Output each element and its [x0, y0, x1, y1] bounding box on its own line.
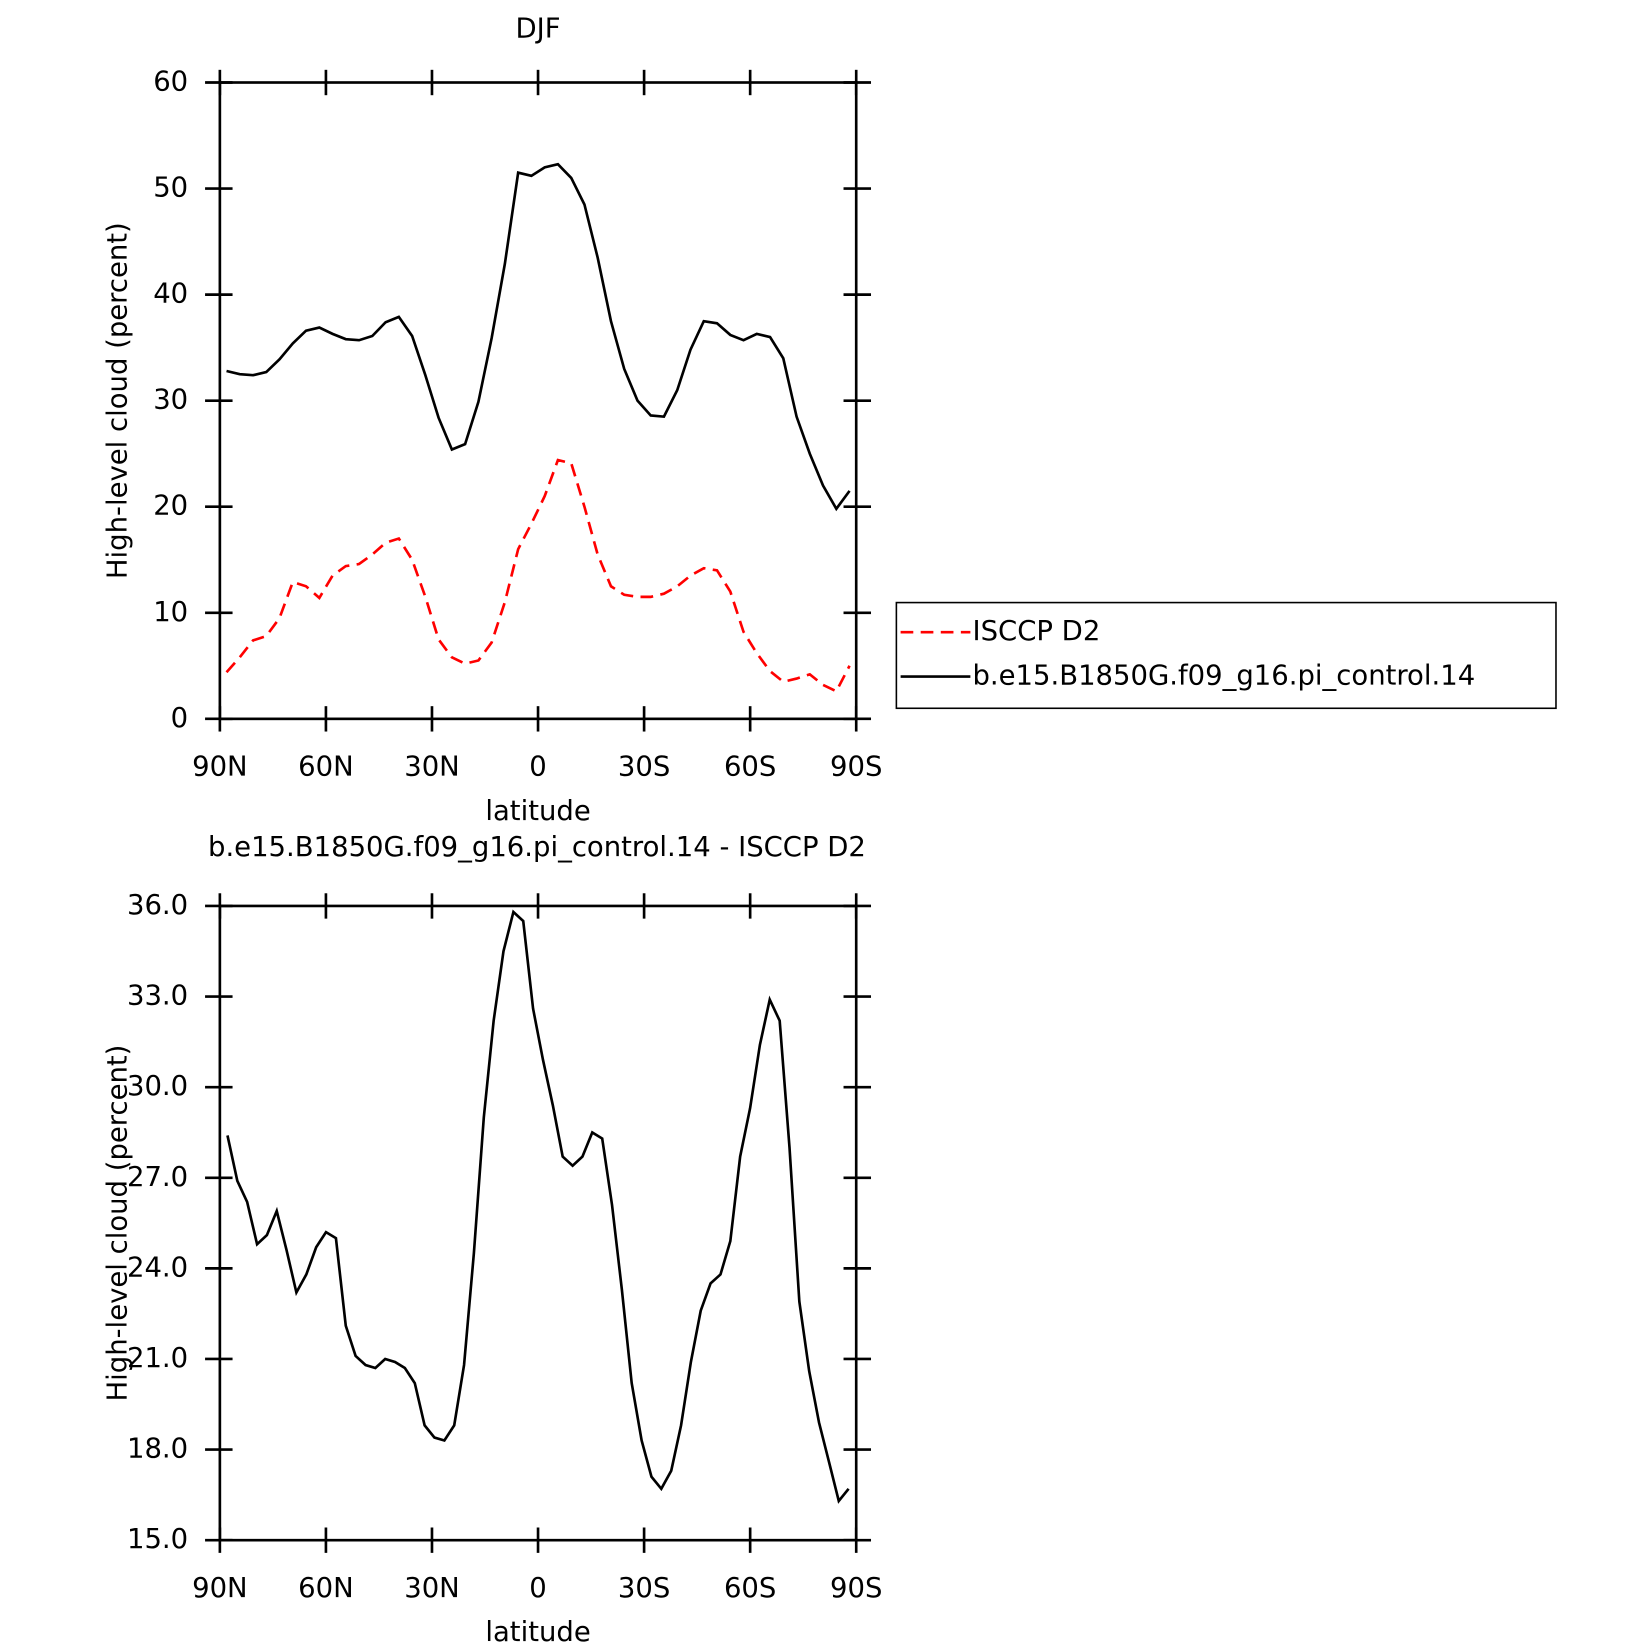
data-line	[226, 909, 850, 1504]
plot-frame	[218, 904, 858, 1542]
x-tick-label: 60S	[724, 750, 776, 782]
y-tick-label: 33.0	[127, 980, 188, 1012]
y-tick-label: 20	[153, 490, 188, 522]
y-tick-label: 30	[153, 384, 188, 416]
legend: ISCCP D2 b.e15.B1850G.f09_g16.pi_control.…	[895, 601, 1557, 710]
y-axis-label: High-level cloud (percent)	[101, 1045, 133, 1402]
legend-label: b.e15.B1850G.f09_g16.pi_control.14	[972, 660, 1475, 692]
data-line	[225, 458, 851, 694]
x-tick-label: 90S	[830, 750, 882, 782]
y-tick-label: 21.0	[127, 1342, 188, 1374]
y-tick-label: 15.0	[127, 1523, 188, 1555]
data-line	[226, 162, 851, 512]
y-tick-label: 40	[153, 278, 188, 310]
y-tick-label: 10	[153, 596, 188, 628]
legend-label: ISCCP D2	[972, 615, 1100, 647]
y-tick-label: 18.0	[127, 1433, 188, 1465]
y-tick-label: 36.0	[127, 889, 188, 921]
x-tick-label: 30S	[618, 750, 670, 782]
legend-frame	[895, 601, 1557, 710]
chart-title: DJF	[516, 13, 561, 45]
x-tick-label: 90N	[192, 750, 248, 782]
y-tick-label: 27.0	[127, 1161, 188, 1193]
x-tick-label: 60N	[298, 750, 354, 782]
y-tick-label: 0	[171, 702, 188, 734]
y-tick-label: 60	[153, 66, 188, 98]
x-tick-label: 0	[529, 750, 546, 782]
chart-title: b.e15.B1850G.f09_g16.pi_control.14 - ISC…	[208, 831, 866, 863]
x-axis-label: latitude	[485, 795, 590, 827]
x-tick-label: 60S	[724, 1572, 776, 1604]
x-axis-label: latitude	[485, 1616, 590, 1647]
x-tick-label: 90N	[192, 1572, 248, 1604]
y-tick-label: 30.0	[127, 1070, 188, 1102]
y-tick-label: 24.0	[127, 1251, 188, 1283]
x-tick-label: 30N	[404, 750, 460, 782]
x-tick-label: 60N	[298, 1572, 354, 1604]
y-axis-label: High-level cloud (percent)	[101, 222, 133, 579]
x-tick-label: 30S	[618, 1572, 670, 1604]
x-tick-label: 0	[529, 1572, 546, 1604]
x-tick-label: 90S	[830, 1572, 882, 1604]
y-tick-label: 50	[153, 172, 188, 204]
plot-frame	[218, 81, 858, 721]
x-tick-label: 30N	[404, 1572, 460, 1604]
